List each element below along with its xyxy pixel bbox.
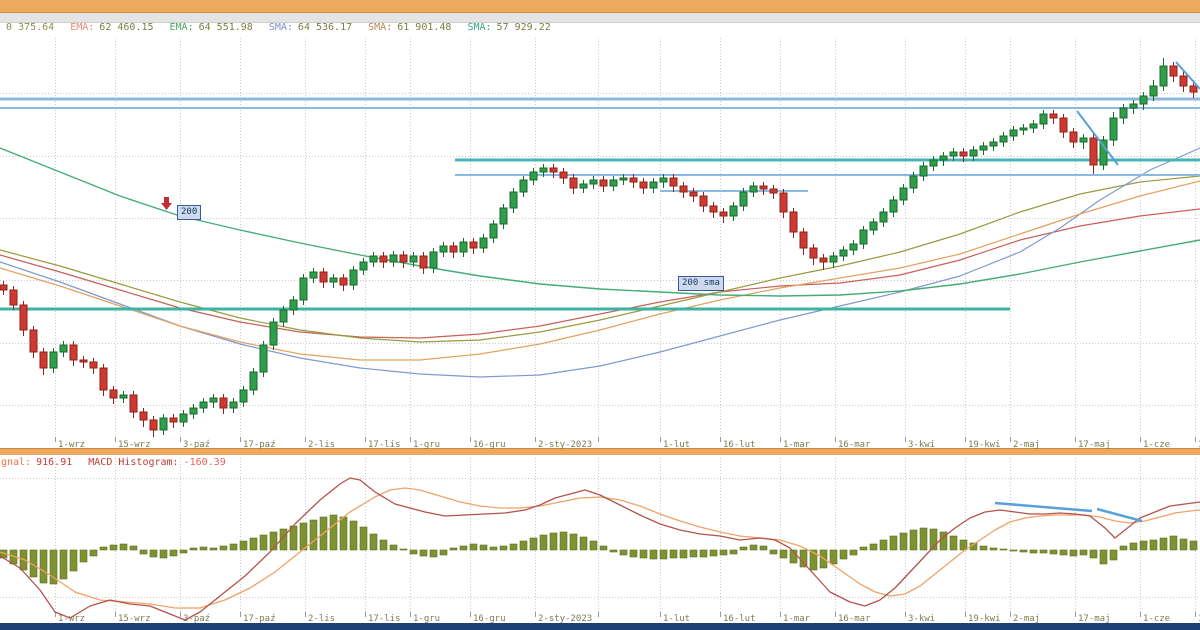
svg-text:16-mar: 16-mar [838,614,871,624]
legend-item: MACD Histogram: -160.39 [88,457,226,468]
svg-text:19-kwi: 19-kwi [968,614,1001,624]
svg-text:2-lis: 2-lis [308,440,335,450]
sma-blue [0,147,1200,378]
legend-item: EMA: 64 551.98 [169,22,253,33]
ma-200-tag[interactable]: 200 [177,205,202,220]
toolbar-strip [0,13,1200,23]
svg-text:19-kwi: 19-kwi [968,440,1001,450]
legend-item: 0 375.64 [6,22,55,33]
svg-text:15-wrz: 15-wrz [118,440,151,450]
price-legend: 0 375.64 EMA: 62 460.15 EMA: 64 551.98 SMA… [1,22,561,33]
svg-text:17-lis: 17-lis [368,440,401,450]
svg-text:2-maj: 2-maj [1013,440,1040,450]
top-toolbar [0,0,1200,13]
svg-text:16-cze: 16-cze [1198,440,1200,450]
svg-text:17-maj: 17-maj [1078,614,1111,624]
legend-item: SMA: 61 901.48 [368,22,452,33]
moving-average-lines [0,147,1200,378]
svg-text:1-gru: 1-gru [413,614,440,624]
svg-text:2-sty-2023: 2-sty-2023 [538,614,592,624]
svg-text:1-lut: 1-lut [663,614,690,624]
support-resistance-lines [0,97,1200,311]
svg-text:1-lut: 1-lut [663,440,690,450]
svg-text:16-gru: 16-gru [473,440,506,450]
svg-text:3-paź: 3-paź [183,440,210,450]
svg-text:16-lut: 16-lut [723,614,756,624]
svg-text:16-gru: 16-gru [473,614,506,624]
panel-divider [0,449,1200,455]
macd-trendline [1096,507,1143,523]
svg-text:17-maj: 17-maj [1078,440,1111,450]
legend-item: gnal: 916.91 [1,457,73,468]
svg-text:3-paź: 3-paź [183,614,210,624]
price-x-axis: 1-wrz 15-wrz 3-paź 17-paź 2-lis 17-lis 1-gru 16… [55,437,1200,450]
svg-text:16-lut: 16-lut [723,440,756,450]
bottom-bar [0,623,1200,630]
svg-text:1-wrz: 1-wrz [58,614,85,624]
candlestick-series [0,58,1198,437]
price-trendlines [1076,61,1200,166]
sma-200-green [0,147,1200,297]
macd-line [0,477,1200,621]
macd-x-axis: 1-wrz 15-wrz 3-paź 17-paź 2-lis 17-lis 1-gru 16… [55,612,1200,624]
ema-olive [0,175,1200,343]
svg-text:17-paź: 17-paź [243,440,276,450]
sell-arrow-icon [161,197,172,210]
svg-text:1-cze: 1-cze [1143,614,1170,624]
svg-text:1-cze: 1-cze [1143,440,1170,450]
ema-red [0,208,1200,339]
svg-text:17-paź: 17-paź [243,614,276,624]
svg-text:1-mar: 1-mar [783,614,811,624]
macd-trendline [994,501,1093,513]
gridlines [0,38,1200,612]
svg-text:16-cze: 16-cze [1198,614,1200,624]
svg-text:3-kwi: 3-kwi [908,440,935,450]
svg-text:3-kwi: 3-kwi [908,614,935,624]
legend-item: SMA: 57 929.22 [467,22,551,33]
svg-text:17-lis: 17-lis [368,614,401,624]
legend-item: EMA: 62 460.15 [70,22,154,33]
svg-text:16-mar: 16-mar [838,440,871,450]
sma-200-tag[interactable]: 200 sma [678,276,724,291]
macd-lines [0,477,1200,621]
legend-item: SMA: 64 536.17 [268,22,353,33]
svg-text:1-mar: 1-mar [783,440,811,450]
svg-text:2-sty-2023: 2-sty-2023 [538,440,592,450]
svg-text:2-maj: 2-maj [1013,614,1040,624]
svg-text:1-wrz: 1-wrz [58,440,85,450]
svg-text:15-wrz: 15-wrz [118,614,151,624]
sma-orange [0,180,1200,361]
signal-line [0,487,1200,609]
macd-legend: gnal: 916.91 MACD Histogram: -160.39 [1,457,236,468]
svg-text:2-lis: 2-lis [308,614,335,624]
svg-text:1-gru: 1-gru [413,440,440,450]
